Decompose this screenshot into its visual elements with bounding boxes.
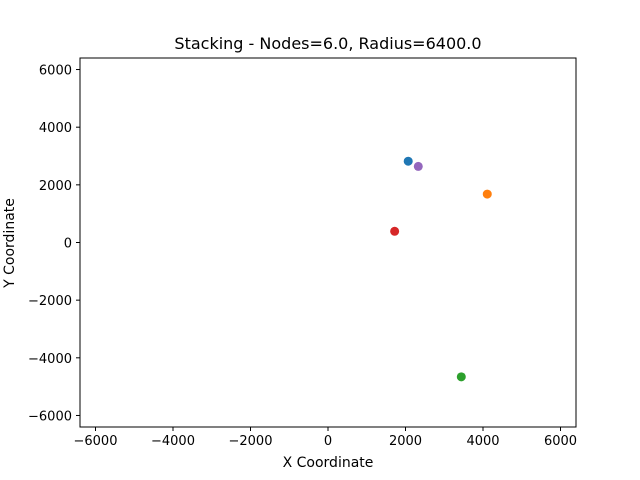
x-tick-label: 0 xyxy=(324,434,332,449)
x-tick-label: −4000 xyxy=(151,434,195,449)
x-axis-label: X Coordinate xyxy=(283,455,374,471)
data-point-4 xyxy=(390,226,400,236)
data-point-1 xyxy=(403,156,413,166)
plot-area: −6000 −4000 −2000 0 2000 4000 6000 −6000 −4000 −2… xyxy=(28,57,577,449)
y-tick-label: −2000 xyxy=(28,294,72,309)
chart-title: Stacking - Nodes=6.0, Radius=6400.0 xyxy=(174,34,481,53)
y-tick-label: 2000 xyxy=(39,179,72,194)
y-tick-label: −4000 xyxy=(28,352,72,367)
y-tick-label: 0 xyxy=(64,237,72,252)
data-point-3 xyxy=(456,372,466,382)
data-point-5 xyxy=(413,161,423,171)
x-tick-label: 4000 xyxy=(466,434,499,449)
y-tick-label: 4000 xyxy=(39,121,72,136)
y-tick-label: 6000 xyxy=(39,64,72,79)
y-axis-label: Y Coordinate xyxy=(2,198,18,289)
x-tick-label: −6000 xyxy=(74,434,118,449)
y-tick-label: −6000 xyxy=(28,409,72,424)
x-tick-label: 6000 xyxy=(544,434,577,449)
x-tick-label: 2000 xyxy=(389,434,422,449)
x-tick-label: −2000 xyxy=(229,434,273,449)
data-point-2 xyxy=(482,189,492,199)
